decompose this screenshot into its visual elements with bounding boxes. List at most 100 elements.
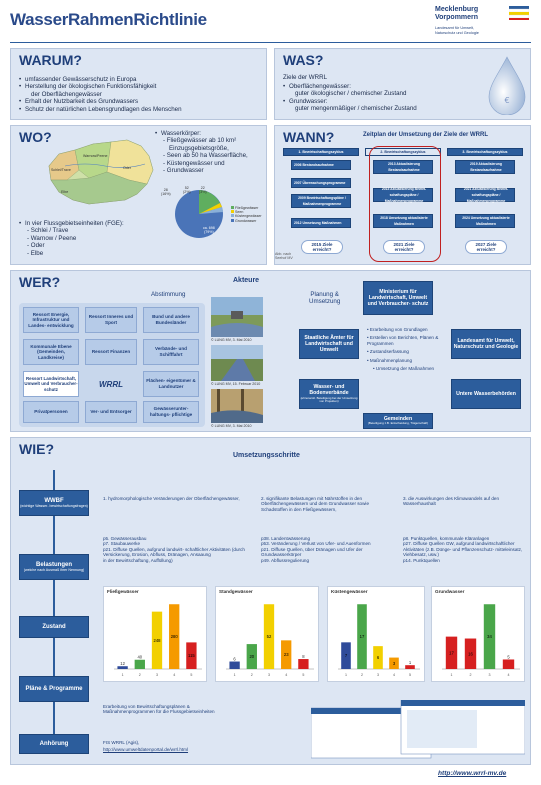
wwbf-q1: 1. hydromorphologische Veränderungen der… <box>103 496 240 501</box>
task-3-text: Zustandserfassung <box>369 349 409 355</box>
was-item-2: guter ökologischer / chemischer Zustand <box>295 90 407 98</box>
chart-bar <box>389 657 399 669</box>
fis-wrrl-link[interactable]: http://www.umweltdatenportal.de/wrrl.htm… <box>103 747 189 752</box>
map-label-elbe: Elbe <box>61 190 69 194</box>
pie-num-3: 22 <box>200 186 205 190</box>
wer-title: WER? <box>19 274 61 290</box>
chart-bar <box>263 604 275 669</box>
belastung-2-3: p21. Diffuse Quellen, über Dränagen und … <box>261 546 363 558</box>
step-belastungen-title: Belastungen <box>35 561 72 568</box>
wann-c1-1: 2006 Bestandsaufnahme <box>291 160 351 170</box>
chart-bar <box>373 646 383 669</box>
wann-c2-3: 2018 Umsetzung aktualisierte Maßnahmen <box>373 214 433 228</box>
plaene-line-2: Maßnahmenprogrammen für die Flussgebiets… <box>103 709 215 715</box>
chart-data-label: 40 <box>137 655 142 660</box>
pie-label-1: 28 (16%) <box>161 188 171 196</box>
photo-river-2 <box>211 345 263 381</box>
task-2: • Erstellen von Berichten, Plänen & Prog… <box>367 335 439 346</box>
belastung-3-2: p27. Diffuse Quellen GW, aufgrund landwi… <box>403 541 523 558</box>
actor-privat: Privatpersonen <box>23 401 79 423</box>
warum-bullets: • • • • <box>19 76 22 113</box>
verbaende-box: Wasser- und Bodenverbände (ehrenamtl. Be… <box>299 379 359 409</box>
chart-tick-label: 4 <box>508 673 510 677</box>
warum-panel: WARUM? umfassender Gewässerschutz in Eur… <box>10 48 267 120</box>
wo-title: WO? <box>19 129 52 145</box>
chart-tick-label: 3 <box>156 673 158 677</box>
legend-text-4: Grundwasser <box>235 218 257 223</box>
chart-tick-label: 4 <box>285 673 287 677</box>
step-belastungen: Belastungen (welche nach Ausmaß ihrer Ne… <box>19 554 89 580</box>
task-4: • Maßnahmenplanung <box>367 357 413 363</box>
state-map <box>48 139 154 205</box>
photo-caption-3: © LUNG MV, 3. Mai 2010 <box>211 424 252 428</box>
pie-pct-1: (16%) <box>161 192 171 197</box>
chart-bar <box>357 604 367 669</box>
logo-sub-2: Naturschutz und Geologie <box>435 31 479 35</box>
actor-landwirtschaft: Ressort Landwirtschaft, Umwelt und Verbr… <box>23 371 79 397</box>
water-drop-icon: € <box>488 56 526 115</box>
chart-tick-label: 1 <box>451 673 453 677</box>
chart-tick-label: 4 <box>393 673 395 677</box>
anhoerung-text: FIS WRRL (Agis), <box>103 740 140 745</box>
belastung-1-4: in der Bewirtschaftung, Auffüllung) <box>103 557 173 563</box>
logo-sub-1: Landesamt für Umwelt, <box>435 26 475 30</box>
belastung-1-2: p7. Staubauwerke <box>103 541 141 547</box>
photo-caption-1: © LUNG MV, 3. Mai 2010 <box>211 338 252 342</box>
footer-url-link[interactable]: http://www.wrrl-mv.de <box>438 770 507 777</box>
task-5: • Umsetzung der Maßnahmen <box>373 366 435 372</box>
wrrl-center: WRRL <box>99 379 123 389</box>
wann-c1-3: 2009 Bewirtschaftungspläne / Maßnahmenpr… <box>291 194 351 208</box>
was-list: Oberflächengewässer: guter ökologischer … <box>283 83 483 113</box>
chart-bar <box>169 604 180 669</box>
wo-list-1: - Fließgewässer ab 10 km² <box>163 137 237 145</box>
chart-tick-label: 5 <box>302 673 304 677</box>
belastung-1-3: p21. Diffuse Quellen, aufgrund landwirt-… <box>103 546 245 558</box>
chart-bar <box>464 638 477 669</box>
warum-item-4: Erhalt der Nutzbarkeit des Grundwassers <box>25 98 139 106</box>
was-bullets: • • <box>283 83 286 105</box>
wer-panel: WER? Akteure Abstimmung Planung & Umsetzu… <box>10 270 531 432</box>
was-panel: WAS? Ziele der WRRL Oberflächengewässer:… <box>274 48 531 120</box>
wann-c1-2: 2007 Überwachungsprogramme <box>291 178 351 188</box>
gemeinden-sub: (Beteiligung z.B. Entscheidung, Trägersc… <box>367 421 429 426</box>
step-belastungen-sub: (welche nach Ausmaß ihrer Nennung) <box>23 568 85 572</box>
chart-bar <box>298 659 309 669</box>
goal-2015: 2015 Ziele erreicht? <box>301 240 343 254</box>
goal-2027: 2027 Ziele erreicht? <box>465 240 507 254</box>
chart-bar <box>134 659 145 669</box>
state-logo: Mecklenburg Vorpommern Landesamt für Umw… <box>435 6 531 46</box>
chart-fliessgewaesser: Fließgewässer 12 1 40 2 248 3 280 4 115 5 <box>103 586 207 682</box>
verbaende-title: Wasser- und Bodenverbände <box>309 384 349 397</box>
wann-c3-2: 2021 Aktualisierung Bewirt- schaftungspl… <box>455 187 515 203</box>
legend-item-2: Seen <box>231 210 267 214</box>
chart-bar <box>246 644 257 669</box>
chart-title-1: Fließgewässer <box>107 589 139 594</box>
umsetzung-text: Umsetzung <box>309 298 341 306</box>
task-5-text: Umsetzung der Maßnahmen <box>375 366 435 372</box>
wie-title: WIE? <box>19 441 54 457</box>
chart-kuestengewaesser: Küstengewässer 7 1 17 2 6 3 3 4 1 5 <box>327 586 425 682</box>
fge-list: • In vier Flussgebietseinheiten (FGE): - … <box>19 220 159 257</box>
chart-data-label: 1 <box>409 660 412 665</box>
wann-note: Abb. nach Seehof MV <box>275 252 293 261</box>
wo-list-4: - Küstengewässer und <box>163 159 225 167</box>
pie-label-4: ca. 698 (79%) <box>203 226 215 234</box>
actor-flaechen: Flächen- eigentümer & Landnutzer <box>143 371 199 397</box>
chart-data-label: 12 <box>120 661 125 666</box>
pie-num-2: 52 <box>184 186 189 190</box>
planung-text: Planung & <box>310 291 339 298</box>
gemeinden-title: Gemeinden <box>383 416 413 423</box>
verbaende-sub: (ehrenamtl. Beteiligung bei der Umsetzun… <box>300 395 358 404</box>
warum-item-1: umfassender Gewässerschutz in Europa <box>25 76 137 83</box>
cycle-3-header: 3. Bewirtschaftungszyklus <box>447 148 523 156</box>
step-plaene: Pläne & Programme <box>19 676 89 702</box>
map-label-schlei: Schlei/Trave <box>51 168 71 172</box>
pie-num-1: 28 <box>163 188 168 192</box>
chart-data-label: 8 <box>302 654 305 659</box>
svg-text:€: € <box>504 96 509 105</box>
chart-data-label: 6 <box>233 657 236 662</box>
wann-c3-3: 2024 Umsetzung aktualisierte Maßnahmen <box>455 214 515 228</box>
belastung-1-1: p5. Gewässerausbau <box>103 536 147 541</box>
task-3: • Zustandserfassung <box>367 349 409 355</box>
bullet: • <box>155 130 158 137</box>
